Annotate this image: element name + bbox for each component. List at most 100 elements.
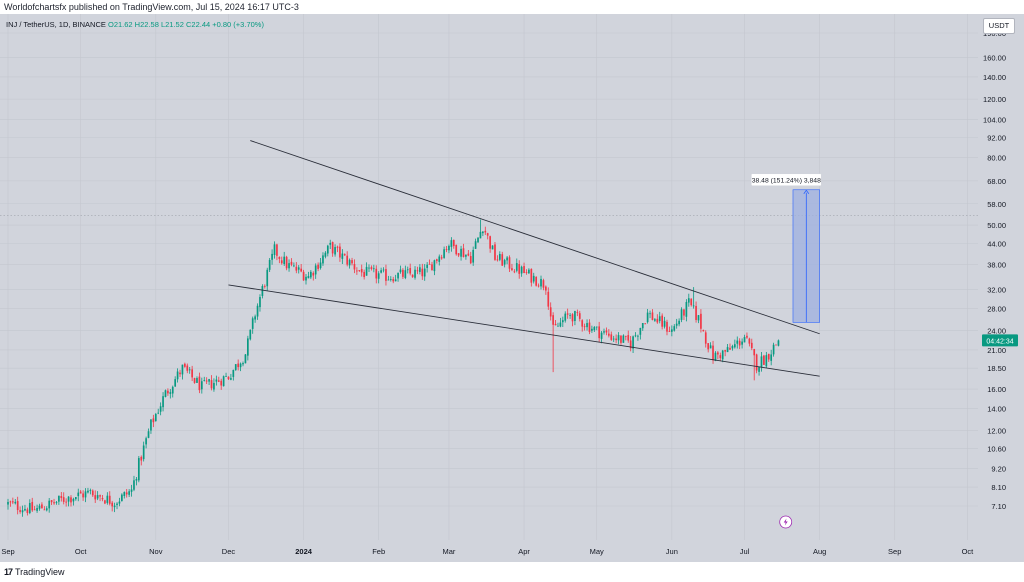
candle — [351, 260, 353, 264]
candle — [423, 268, 426, 277]
candle — [695, 305, 697, 320]
candle — [322, 255, 324, 264]
candle — [53, 502, 55, 504]
candle — [615, 338, 617, 341]
candle — [620, 335, 622, 343]
candle — [406, 269, 409, 271]
candle — [108, 495, 111, 504]
candle — [656, 318, 659, 323]
candle — [368, 267, 370, 269]
candle — [511, 268, 513, 271]
candle — [433, 260, 436, 272]
candle — [142, 445, 145, 460]
candle — [687, 298, 690, 303]
candle — [16, 501, 19, 511]
symbol-legend[interactable]: INJ / TetherUS, 1D, BINANCE O21.62 H22.5… — [6, 20, 264, 29]
candle — [651, 312, 654, 320]
candle — [448, 245, 450, 251]
candle — [402, 269, 404, 277]
candle — [370, 267, 373, 269]
candle — [675, 323, 678, 326]
candle — [365, 266, 368, 276]
chart-area[interactable]: 190.00160.00140.00120.00104.0092.0080.00… — [0, 14, 1024, 562]
candle — [748, 338, 751, 344]
candle — [358, 270, 361, 271]
candle — [755, 354, 758, 371]
candle — [375, 268, 378, 279]
y-tick-label: 92.00 — [987, 133, 1006, 142]
candle — [380, 270, 382, 273]
y-tick-label: 32.00 — [987, 285, 1006, 294]
candle — [540, 278, 542, 287]
currency-button[interactable]: USDT — [983, 18, 1015, 34]
candle — [726, 347, 729, 353]
lightning-glyph — [783, 518, 788, 526]
candle — [9, 501, 12, 503]
chart-svg[interactable]: 190.00160.00140.00120.00104.0092.0080.00… — [0, 14, 1024, 562]
candle — [116, 503, 118, 505]
candle — [232, 369, 235, 377]
y-tick-label: 44.00 — [987, 240, 1006, 249]
candle — [452, 239, 455, 247]
candle — [217, 380, 220, 382]
candle — [416, 270, 419, 272]
candle — [363, 271, 365, 278]
candle — [135, 478, 138, 481]
candle — [455, 244, 458, 255]
x-tick-label: 2024 — [295, 547, 313, 556]
candle — [554, 323, 557, 326]
trendline[interactable] — [250, 140, 820, 335]
y-tick-label: 120.00 — [983, 95, 1006, 104]
candle — [692, 305, 695, 307]
candle — [704, 332, 707, 344]
candle — [302, 271, 305, 281]
x-tick-label: Jul — [740, 547, 750, 556]
y-tick-label: 24.00 — [987, 327, 1006, 336]
candle — [312, 272, 315, 276]
measure-arrow-head — [803, 189, 810, 194]
candle — [462, 248, 465, 257]
candle — [159, 406, 162, 412]
candle — [411, 274, 414, 278]
candle — [121, 494, 123, 502]
candle — [171, 386, 174, 394]
candle — [45, 508, 48, 511]
candle — [307, 275, 310, 279]
trendline[interactable] — [228, 284, 820, 377]
candle — [130, 489, 133, 492]
candle — [506, 257, 508, 261]
candle — [549, 307, 552, 317]
candle — [191, 369, 193, 378]
candle — [392, 279, 395, 282]
y-tick-label: 140.00 — [983, 73, 1006, 82]
candle — [58, 495, 60, 502]
candle — [123, 492, 126, 496]
candle — [637, 335, 639, 337]
candle — [72, 498, 75, 502]
x-tick-label: Sep — [1, 547, 14, 556]
candle — [89, 490, 92, 492]
y-tick-label: 18.50 — [987, 364, 1006, 373]
y-tick-label: 21.00 — [987, 346, 1006, 355]
candle — [627, 335, 630, 341]
candle — [632, 336, 634, 349]
candle — [140, 456, 143, 461]
candle — [583, 326, 586, 328]
candle — [525, 272, 528, 273]
y-tick-label: 12.00 — [987, 426, 1006, 435]
candle — [38, 505, 41, 509]
candle — [474, 241, 477, 249]
candle — [60, 496, 63, 499]
candle — [96, 495, 99, 499]
candle — [11, 501, 14, 503]
candle — [564, 313, 567, 321]
candle — [770, 354, 773, 361]
candle — [19, 510, 21, 512]
candle — [237, 363, 240, 368]
candle — [598, 326, 601, 339]
tradingview-logo-icon: 17 — [4, 567, 13, 577]
candle — [624, 335, 627, 337]
candle — [610, 334, 613, 340]
tradingview-logo[interactable]: 17 TradingView — [4, 567, 65, 577]
candle — [496, 259, 499, 261]
